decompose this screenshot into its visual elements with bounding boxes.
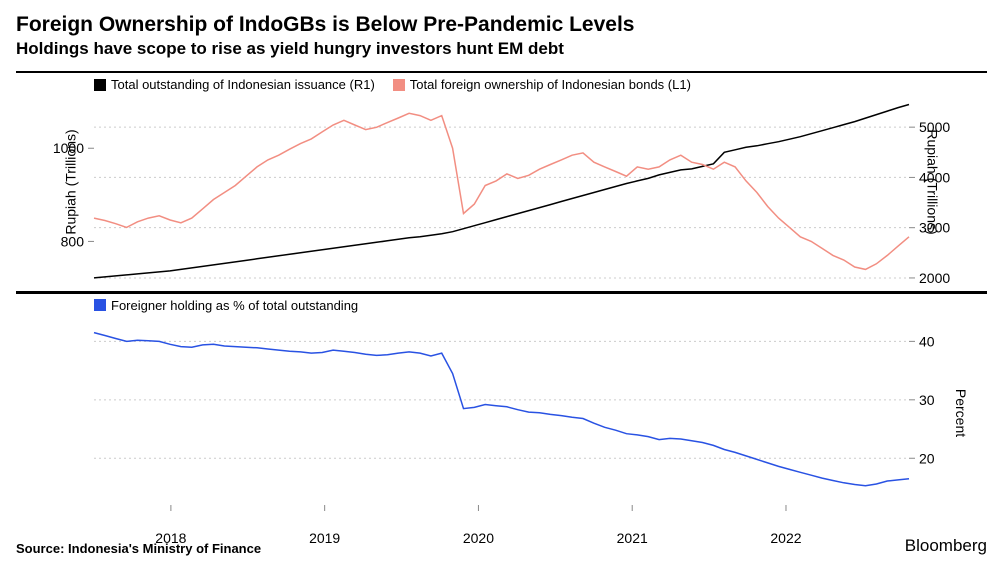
- svg-text:2000: 2000: [919, 270, 950, 286]
- chart-title: Foreign Ownership of IndoGBs is Below Pr…: [16, 12, 987, 37]
- bottom-chart-svg: 20 30 40: [16, 294, 987, 533]
- x-tick-label: 2022: [770, 530, 801, 546]
- bottom-panel: Foreigner holding as % of total outstand…: [16, 294, 987, 533]
- bottom-right-axis-label: Percent: [953, 389, 969, 437]
- legend-item-foreign: Total foreign ownership of Indonesian bo…: [393, 77, 691, 92]
- top-left-axis-label: Rupiah (Trillions): [63, 129, 79, 234]
- bottom-legend: Foreigner holding as % of total outstand…: [94, 298, 358, 313]
- svg-text:30: 30: [919, 391, 935, 407]
- chart-area: Total outstanding of Indonesian issuance…: [16, 71, 987, 532]
- svg-text:20: 20: [919, 450, 935, 466]
- x-tick-label: 2019: [309, 530, 340, 546]
- x-tick-label: 2020: [463, 530, 494, 546]
- svg-text:800: 800: [61, 234, 85, 250]
- legend-item-percent: Foreigner holding as % of total outstand…: [94, 298, 358, 313]
- legend-label-outstanding: Total outstanding of Indonesian issuance…: [111, 77, 375, 92]
- top-legend: Total outstanding of Indonesian issuance…: [94, 77, 691, 92]
- top-chart-svg: 20003000400050008001000: [16, 73, 987, 290]
- top-panel: Total outstanding of Indonesian issuance…: [16, 73, 987, 293]
- chart-subtitle: Holdings have scope to rise as yield hun…: [16, 39, 987, 59]
- x-tick-label: 2021: [617, 530, 648, 546]
- legend-label-foreign: Total foreign ownership of Indonesian bo…: [410, 77, 691, 92]
- x-tick-label: 2018: [155, 530, 186, 546]
- legend-label-percent: Foreigner holding as % of total outstand…: [111, 298, 358, 313]
- swatch-black: [94, 79, 106, 91]
- swatch-blue: [94, 299, 106, 311]
- swatch-red: [393, 79, 405, 91]
- svg-text:40: 40: [919, 333, 935, 349]
- top-right-axis-label: Rupiah (Trillions): [924, 129, 940, 234]
- legend-item-outstanding: Total outstanding of Indonesian issuance…: [94, 77, 375, 92]
- source-attribution: Source: Indonesia's Ministry of Finance: [16, 541, 261, 556]
- brand-attribution: Bloomberg: [905, 536, 987, 556]
